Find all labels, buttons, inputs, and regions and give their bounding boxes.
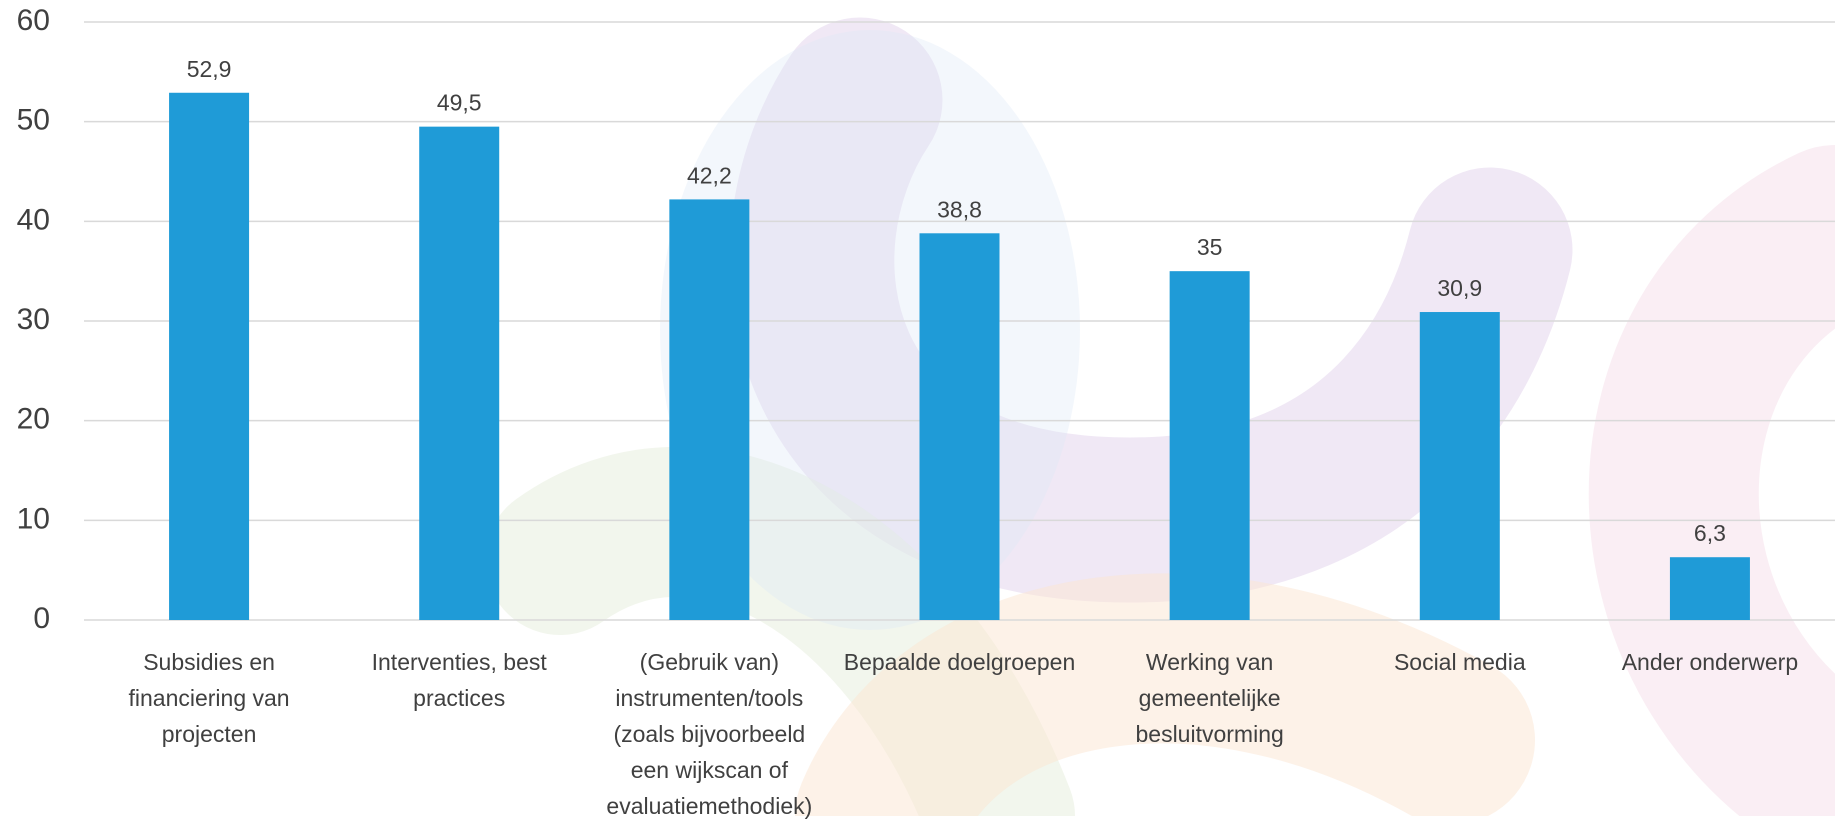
x-tick-label: (Gebruik van) instrumenten/tools (zoals …	[592, 644, 827, 824]
y-tick-label: 10	[17, 502, 50, 535]
value-label: 35	[1197, 234, 1223, 260]
bar	[1420, 312, 1500, 620]
bar	[920, 233, 1000, 620]
x-tick-label: Werking van gemeentelijke besluitvorming	[1092, 644, 1327, 752]
bar	[169, 93, 249, 620]
y-tick-label: 40	[17, 203, 50, 236]
value-label: 30,9	[1437, 275, 1482, 301]
y-tick-label: 20	[17, 403, 50, 436]
page: {"chart_data": {"type": "bar", "categori…	[0, 0, 1835, 816]
bar	[669, 199, 749, 620]
x-tick-label: Social media	[1342, 644, 1577, 680]
value-label: 38,8	[937, 196, 982, 222]
x-tick-label: Bepaalde doelgroepen	[842, 644, 1077, 680]
value-label: 42,2	[687, 162, 732, 188]
bar	[1670, 557, 1750, 620]
value-label: 52,9	[187, 56, 232, 82]
x-tick-label: Subsidies en financiering van projecten	[92, 644, 327, 752]
y-tick-label: 30	[17, 303, 50, 336]
bar	[419, 127, 499, 620]
value-label: 49,5	[437, 90, 482, 116]
y-tick-label: 0	[33, 602, 50, 635]
y-tick-label: 60	[17, 4, 50, 37]
y-tick-label: 50	[17, 104, 50, 137]
x-tick-label: Ander onderwerp	[1592, 644, 1827, 680]
bar	[1170, 271, 1250, 620]
value-label: 6,3	[1694, 520, 1726, 546]
x-tick-label: Interventies, best practices	[342, 644, 577, 716]
